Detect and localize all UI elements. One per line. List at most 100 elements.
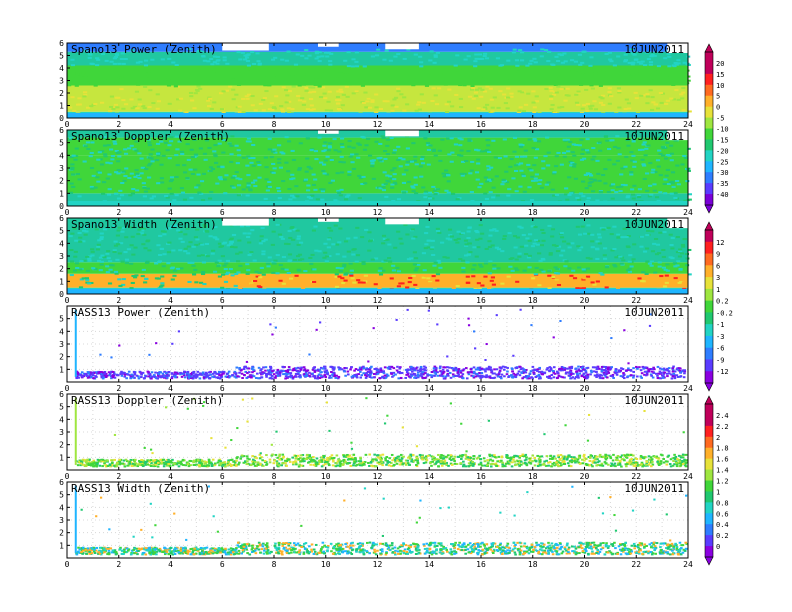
data-cell: [587, 184, 592, 187]
data-cell: [602, 254, 607, 257]
data-cell: [658, 174, 663, 177]
data-cell: [244, 66, 249, 69]
rass-cell: [123, 465, 127, 468]
rass-cell: [479, 463, 483, 466]
data-cell: [175, 164, 180, 167]
data-cell: [482, 90, 488, 93]
data-cell: [234, 171, 239, 174]
data-cell: [182, 72, 187, 75]
data-cell: [363, 280, 368, 283]
rass-cell: [369, 370, 373, 373]
data-cell: [383, 157, 388, 160]
rass-cell: [223, 463, 227, 466]
rass-cell: [596, 464, 600, 467]
data-cell: [554, 155, 559, 158]
data-cell: [138, 71, 143, 74]
data-cell: [671, 98, 677, 101]
data-cell: [509, 95, 514, 98]
y-tick-label: 1: [59, 365, 64, 374]
rass-cell: [333, 375, 336, 378]
data-cell: [640, 158, 645, 161]
data-cell: [371, 177, 376, 180]
rass-cell: [160, 375, 164, 378]
data-cell: [519, 79, 524, 82]
data-cell: [519, 51, 525, 54]
data-cell: [489, 98, 494, 101]
data-cell: [173, 225, 178, 228]
data-cell: [171, 249, 176, 252]
data-cell: [165, 149, 170, 152]
data-cell: [253, 109, 258, 112]
data-cell: [263, 84, 268, 87]
data-cell: [487, 151, 492, 154]
data-cell: [502, 237, 507, 240]
data-cell: [393, 246, 398, 249]
rass-point: [649, 313, 652, 316]
data-cell: [178, 249, 183, 252]
data-cell: [195, 228, 200, 231]
data-cell: [189, 196, 194, 199]
rass-cell: [539, 377, 542, 380]
rass-cell: [454, 374, 458, 377]
rass-cell: [138, 462, 141, 465]
data-cell: [309, 149, 314, 152]
data-cell: [431, 148, 436, 151]
data-cell: [643, 64, 648, 67]
data-cell: [489, 229, 494, 232]
rass-cell: [600, 365, 604, 368]
data-cell: [213, 236, 218, 239]
data-cell: [114, 272, 119, 275]
data-cell: [114, 171, 119, 174]
rass-cell: [284, 369, 288, 372]
data-cell: [134, 140, 139, 143]
data-cell: [441, 172, 446, 175]
rass-cell: [582, 372, 586, 375]
rass-cell: [101, 377, 105, 380]
data-cell: [635, 111, 641, 114]
data-cell: [275, 254, 280, 257]
data-cell: [89, 281, 94, 284]
y-tick-label: 5: [59, 139, 64, 148]
data-cell: [238, 287, 243, 290]
data-cell: [272, 148, 277, 151]
y-tick-label: 1: [59, 102, 64, 111]
data-cell: [669, 192, 674, 195]
rass-cell: [364, 368, 368, 371]
data-cell: [674, 89, 679, 92]
data-cell: [606, 226, 611, 229]
rass-cell: [131, 463, 134, 466]
data-cell: [109, 148, 114, 151]
x-tick-label: 2: [116, 384, 121, 393]
data-cell: [652, 79, 657, 82]
data-cell: [585, 267, 591, 270]
data-cell: [106, 250, 111, 253]
data-cell: [446, 180, 451, 183]
data-cell: [265, 189, 270, 192]
data-cell: [235, 177, 240, 180]
data-cell: [565, 138, 570, 141]
x-tick-label: 20: [580, 384, 590, 393]
data-cell: [89, 151, 94, 154]
data-cell: [519, 169, 524, 172]
data-cell: [559, 231, 564, 235]
data-cell: [313, 150, 319, 153]
data-cell: [286, 271, 291, 275]
data-cell: [259, 235, 264, 238]
data-cell: [262, 97, 267, 100]
data-cell: [178, 77, 183, 80]
rass-cell: [647, 458, 651, 461]
rass-cell: [238, 371, 241, 374]
data-cell: [435, 279, 440, 282]
rass-cell: [459, 371, 463, 374]
rass-cell: [415, 455, 419, 458]
data-cell: [310, 253, 315, 256]
data-cell: [541, 239, 546, 242]
data-cell: [686, 147, 691, 150]
rass-cell: [238, 368, 242, 371]
rass-cell: [410, 365, 413, 368]
data-cell: [670, 171, 676, 174]
data-cell: [354, 90, 359, 93]
data-cell: [420, 155, 425, 158]
data-cell: [566, 94, 571, 97]
data-cell: [71, 154, 76, 157]
